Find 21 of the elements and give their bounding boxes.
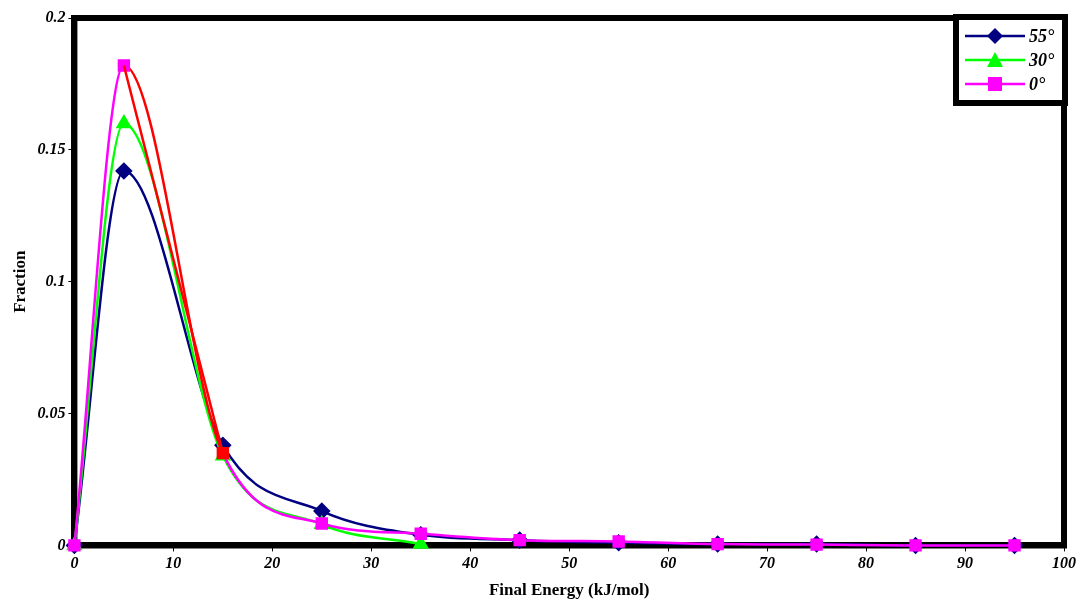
- x-tick-label: 20: [263, 554, 281, 572]
- x-tick-label: 0: [70, 554, 79, 572]
- x-tick-label: 80: [858, 554, 875, 572]
- legend-label: 0°: [1029, 73, 1046, 95]
- legend-label: 30°: [1029, 49, 1055, 71]
- x-tick-label: 70: [759, 554, 776, 572]
- x-tick-label: 50: [561, 554, 578, 572]
- x-tick-label: 40: [461, 554, 479, 572]
- legend-label: 55°: [1029, 25, 1055, 47]
- y-tick-label: 0.2: [45, 8, 66, 26]
- y-tick-label: 0: [57, 535, 66, 553]
- y-tick-label: 0.05: [37, 403, 66, 421]
- y-axis-title: Fraction: [9, 250, 29, 313]
- x-tick-label: 90: [957, 554, 974, 572]
- y-tick-label: 0.15: [37, 139, 66, 157]
- x-axis-title: Final Energy (kJ/mol): [488, 580, 650, 600]
- x-tick-label: 100: [1052, 554, 1076, 572]
- x-tick-label: 10: [165, 554, 182, 572]
- x-tick-label: 60: [660, 554, 677, 572]
- x-tick-label: 30: [362, 554, 380, 572]
- y-tick-label: 0.1: [45, 271, 66, 289]
